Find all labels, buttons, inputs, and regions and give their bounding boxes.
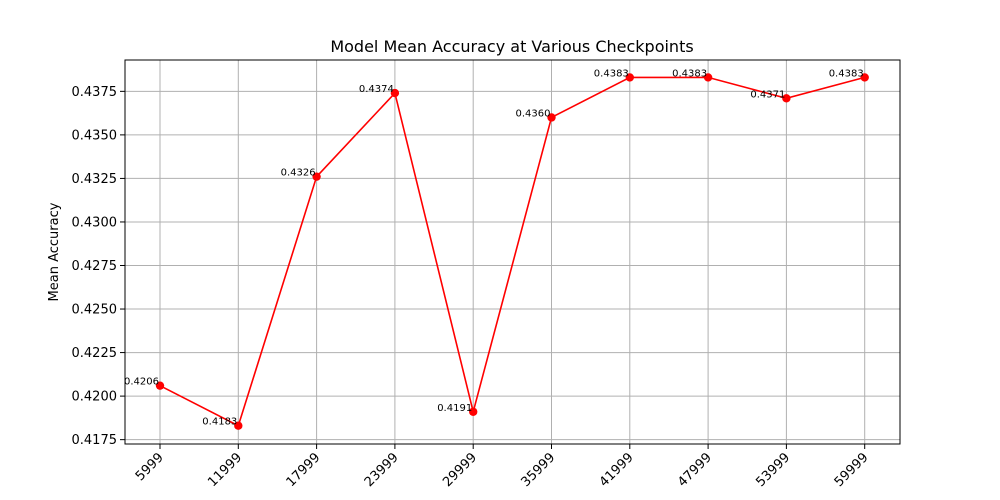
data-point — [625, 73, 634, 82]
data-point — [860, 73, 869, 82]
data-point — [469, 407, 478, 416]
x-tick-label: 59999 — [832, 450, 872, 490]
data-point — [390, 88, 400, 98]
y-tick-label: 0.4200 — [72, 390, 118, 405]
x-axis: 5999 11999 17999 23999 29999 35999 41999 47999 5… — [133, 444, 872, 490]
data-labels: 0.4206 0.4183 0.4326 0.4374 0.4191 0.4360 0.43… — [124, 68, 864, 427]
y-axis-label: Mean Accuracy — [47, 202, 62, 301]
y-tick-label: 0.4225 — [72, 346, 118, 361]
x-tick-label: 5999 — [133, 450, 167, 484]
x-tick-label: 35999 — [518, 450, 558, 490]
data-label: 0.4183 — [202, 417, 237, 428]
data-point — [234, 421, 243, 430]
data-label: 0.4383 — [594, 68, 629, 79]
data-label: 0.4383 — [829, 68, 864, 79]
plot-frame — [124, 59, 901, 445]
data-label: 0.4191 — [437, 403, 472, 414]
series-line — [159, 76, 865, 427]
x-tick-label: 17999 — [284, 450, 324, 490]
y-tick-label: 0.4350 — [72, 128, 118, 143]
data-label: 0.4206 — [124, 377, 159, 388]
series-layer — [155, 73, 869, 430]
data-label: 0.4360 — [516, 108, 551, 119]
x-tick-label: 53999 — [753, 450, 793, 490]
data-point — [155, 381, 165, 390]
x-tick-label: 41999 — [597, 450, 637, 490]
y-tick-label: 0.4175 — [72, 433, 118, 448]
x-tick-label: 47999 — [675, 450, 715, 490]
data-label: 0.4383 — [672, 68, 707, 79]
data-point — [312, 172, 321, 181]
y-tick-label: 0.4250 — [72, 303, 118, 318]
data-point — [782, 94, 791, 103]
data-label: 0.4326 — [281, 168, 316, 179]
x-tick-label: 11999 — [205, 450, 245, 490]
data-label: 0.4374 — [359, 84, 394, 95]
y-tick-label: 0.4300 — [72, 215, 118, 230]
y-tick-label: 0.4275 — [72, 259, 118, 274]
chart-title: Model Mean Accuracy at Various Checkpoin… — [330, 37, 693, 56]
data-point — [703, 73, 713, 82]
y-axis: 0.4175 0.4200 0.4225 0.4250 0.4275 0.4300 0.43… — [72, 85, 125, 448]
x-tick-label: 23999 — [362, 450, 402, 490]
y-tick-label: 0.4375 — [72, 85, 118, 100]
data-label: 0.4371 — [750, 89, 785, 100]
data-point — [547, 113, 556, 122]
y-tick-label: 0.4325 — [72, 172, 118, 187]
grid-layer — [125, 60, 900, 444]
x-tick-label: 29999 — [440, 450, 480, 490]
